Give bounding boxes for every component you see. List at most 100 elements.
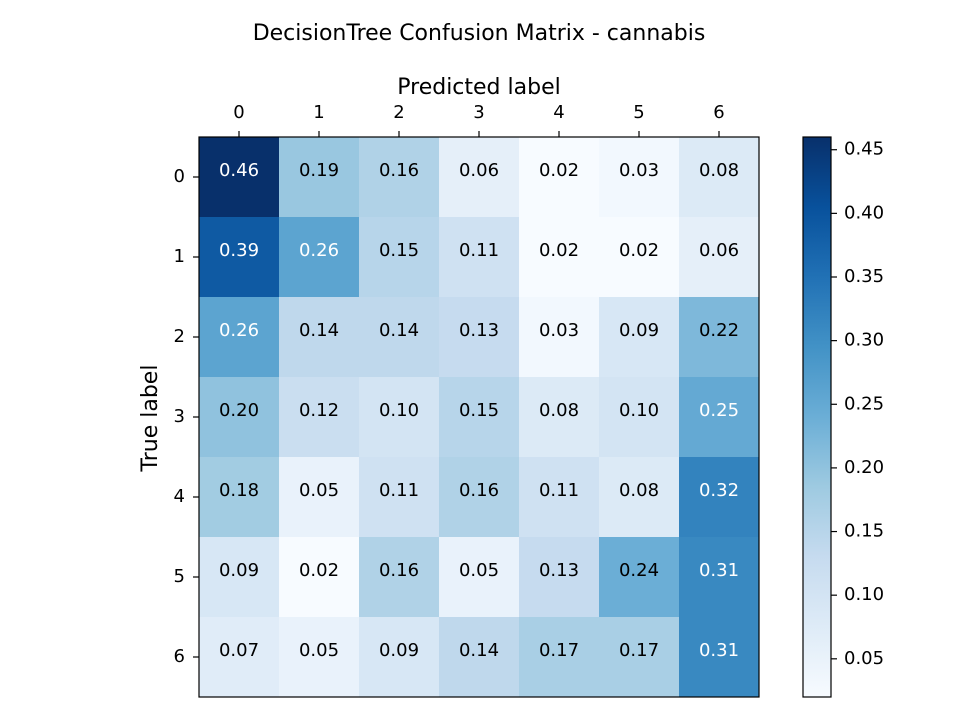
heatmap-cell <box>199 377 280 458</box>
heatmap-cell <box>519 377 600 458</box>
matrix-frame <box>198 136 760 698</box>
x-axis-ticks: 0 1 2 3 4 5 6 <box>233 102 725 137</box>
cell-value-label: 0.02 <box>539 160 579 181</box>
heatmap-cell <box>359 137 440 218</box>
heatmap-cell <box>199 137 280 218</box>
colorbar <box>802 136 832 698</box>
cell-value-label: 0.02 <box>299 560 339 581</box>
y-tick-label: 5 <box>174 566 185 587</box>
colorbar-tick-label: 0.10 <box>844 584 884 605</box>
cell-value-label: 0.11 <box>539 480 579 501</box>
heatmap-cell <box>439 297 520 378</box>
heatmap-cell <box>599 297 680 378</box>
heatmap-cell <box>359 537 440 618</box>
heatmap-cell <box>359 297 440 378</box>
cell-value-label: 0.26 <box>299 240 339 261</box>
cell-value-label: 0.16 <box>379 160 419 181</box>
cell-value-label: 0.14 <box>299 320 339 341</box>
y-tick-label: 2 <box>174 326 185 347</box>
colorbar-tick-label: 0.15 <box>844 521 884 542</box>
heatmap-cell <box>439 617 520 698</box>
cell-value-label: 0.14 <box>459 640 499 661</box>
heatmap-cell <box>279 297 360 378</box>
heatmap-cell <box>599 217 680 298</box>
colorbar-tick-label: 0.35 <box>844 266 884 287</box>
heatmap-cell <box>679 617 760 698</box>
cell-value-label: 0.13 <box>539 560 579 581</box>
heatmap-cell <box>279 457 360 538</box>
heatmap-cell <box>519 137 600 218</box>
cell-value-label: 0.46 <box>219 160 259 181</box>
colorbar-tick-label: 0.05 <box>844 648 884 669</box>
x-tick-label: 2 <box>393 102 404 123</box>
cell-value-label: 0.03 <box>539 320 579 341</box>
heatmap-cell <box>599 137 680 218</box>
heatmap-cell <box>519 457 600 538</box>
cell-value-label: 0.14 <box>379 320 419 341</box>
heatmap-cell <box>519 217 600 298</box>
cell-value-label: 0.12 <box>299 400 339 421</box>
cell-value-label: 0.17 <box>619 640 659 661</box>
cell-value-label: 0.05 <box>459 560 499 581</box>
cell-value-label: 0.18 <box>219 480 259 501</box>
heatmap-cell <box>599 537 680 618</box>
cell-value-label: 0.03 <box>619 160 659 181</box>
cell-value-label: 0.13 <box>459 320 499 341</box>
cell-value-label: 0.11 <box>459 240 499 261</box>
colorbar-tick-label: 0.25 <box>844 393 884 414</box>
cell-value-label: 0.08 <box>539 400 579 421</box>
heatmap-cell <box>679 297 760 378</box>
heatmap-cell <box>279 377 360 458</box>
heatmap-cell <box>679 137 760 218</box>
heatmap-cell <box>279 217 360 298</box>
heatmap-cell <box>199 537 280 618</box>
heatmap-cell <box>679 537 760 618</box>
colorbar-ticks: 0.05 0.10 0.15 0.20 0.25 0.30 0.35 0.40 0.45 <box>831 139 884 669</box>
x-tick-label: 4 <box>553 102 564 123</box>
heatmap-cell <box>519 617 600 698</box>
heatmap-cell <box>599 377 680 458</box>
heatmap-cell <box>439 137 520 218</box>
x-tick-label: 5 <box>633 102 644 123</box>
heatmap-cell <box>439 457 520 538</box>
heatmap-cell <box>599 617 680 698</box>
heatmap-cell <box>439 377 520 458</box>
x-axis-label: Predicted label <box>397 75 560 100</box>
heatmap-cell <box>599 457 680 538</box>
y-axis-ticks: 0 1 2 3 4 5 6 <box>174 166 199 667</box>
cell-value-label: 0.16 <box>379 560 419 581</box>
y-tick-label: 1 <box>174 246 185 267</box>
heatmap-cell <box>279 617 360 698</box>
colorbar-tick-label: 0.40 <box>844 202 884 223</box>
cell-value-label: 0.11 <box>379 480 419 501</box>
cell-value-label: 0.09 <box>619 320 659 341</box>
heatmap-cell <box>359 377 440 458</box>
cell-value-label: 0.19 <box>299 160 339 181</box>
y-tick-label: 3 <box>174 406 185 427</box>
heatmap-cell-labels: 0.46 0.19 0.16 0.06 0.02 0.03 0.08 0.39 0.26 0.15… <box>219 160 739 661</box>
cell-value-label: 0.05 <box>299 480 339 501</box>
y-tick-label: 6 <box>174 646 185 667</box>
x-tick-label: 0 <box>233 102 244 123</box>
y-axis-label: True label <box>138 365 163 473</box>
cell-value-label: 0.26 <box>219 320 259 341</box>
y-tick-label: 0 <box>174 166 185 187</box>
heatmap-cell <box>279 137 360 218</box>
cell-value-label: 0.39 <box>219 240 259 261</box>
x-tick-label: 1 <box>313 102 324 123</box>
cell-value-label: 0.20 <box>219 400 259 421</box>
x-tick-label: 3 <box>473 102 484 123</box>
cell-value-label: 0.08 <box>619 480 659 501</box>
heatmap-cells <box>199 137 760 698</box>
cell-value-label: 0.06 <box>699 240 739 261</box>
heatmap-cell <box>279 537 360 618</box>
cell-value-label: 0.07 <box>219 640 259 661</box>
heatmap-cell <box>359 457 440 538</box>
heatmap-cell <box>359 217 440 298</box>
cell-value-label: 0.16 <box>459 480 499 501</box>
cell-value-label: 0.09 <box>219 560 259 581</box>
x-tick-label: 6 <box>713 102 724 123</box>
heatmap-cell <box>199 297 280 378</box>
y-tick-label: 4 <box>174 486 185 507</box>
